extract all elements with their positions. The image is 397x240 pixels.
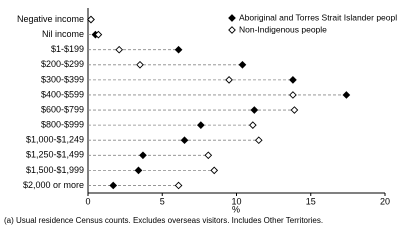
- legend-marker: [228, 26, 236, 34]
- legend-label: Aboriginal and Torres Strait Islander pe…: [239, 12, 397, 22]
- dot: [290, 106, 299, 114]
- dot: [204, 151, 213, 160]
- x-tick-label: 5: [160, 196, 165, 206]
- category-label: $1,250-$1,499: [26, 150, 84, 160]
- dot: [250, 106, 259, 114]
- category-label: Negative income: [17, 14, 84, 24]
- category-label: Nil income: [42, 29, 84, 39]
- dot: [248, 121, 257, 129]
- x-tick-label: 15: [306, 196, 316, 206]
- chart: % (a) Usual residence Census counts. Exc…: [4, 8, 397, 225]
- x-tick-label: 10: [231, 196, 241, 206]
- category-label: $300-$399: [41, 74, 84, 84]
- dot: [174, 181, 183, 190]
- footnote: (a) Usual residence Census counts. Exclu…: [4, 216, 323, 225]
- category-label: $800-$999: [41, 120, 84, 130]
- dot: [197, 121, 205, 129]
- x-tick-label: 20: [380, 196, 390, 206]
- dot: [289, 76, 297, 84]
- dot: [109, 181, 118, 190]
- category-label: $1,500-$1,999: [26, 165, 84, 175]
- x-tick-label: 0: [85, 196, 90, 206]
- category-label: $1-$199: [51, 44, 84, 54]
- category-label: $200-$299: [41, 59, 84, 69]
- dot: [174, 45, 183, 54]
- legend-marker: [228, 14, 236, 22]
- dot: [136, 60, 144, 69]
- dot: [134, 166, 143, 175]
- legend-label: Non-Indigenous people: [239, 24, 327, 34]
- category-label: $1,000-$1,249: [26, 135, 84, 145]
- dot: [289, 91, 297, 99]
- dot: [94, 30, 103, 39]
- category-label: $400-$599: [41, 89, 84, 99]
- dot: [342, 91, 351, 99]
- dot: [180, 136, 189, 145]
- category-label: $600-$799: [41, 104, 84, 114]
- dot: [139, 151, 147, 160]
- x-axis-label: %: [232, 204, 240, 214]
- dot: [210, 166, 219, 175]
- category-label: $2,000 or more: [23, 180, 84, 190]
- dot: [87, 15, 95, 24]
- dot: [115, 45, 124, 54]
- dot: [238, 60, 247, 69]
- dot: [254, 136, 263, 145]
- dot: [225, 76, 233, 84]
